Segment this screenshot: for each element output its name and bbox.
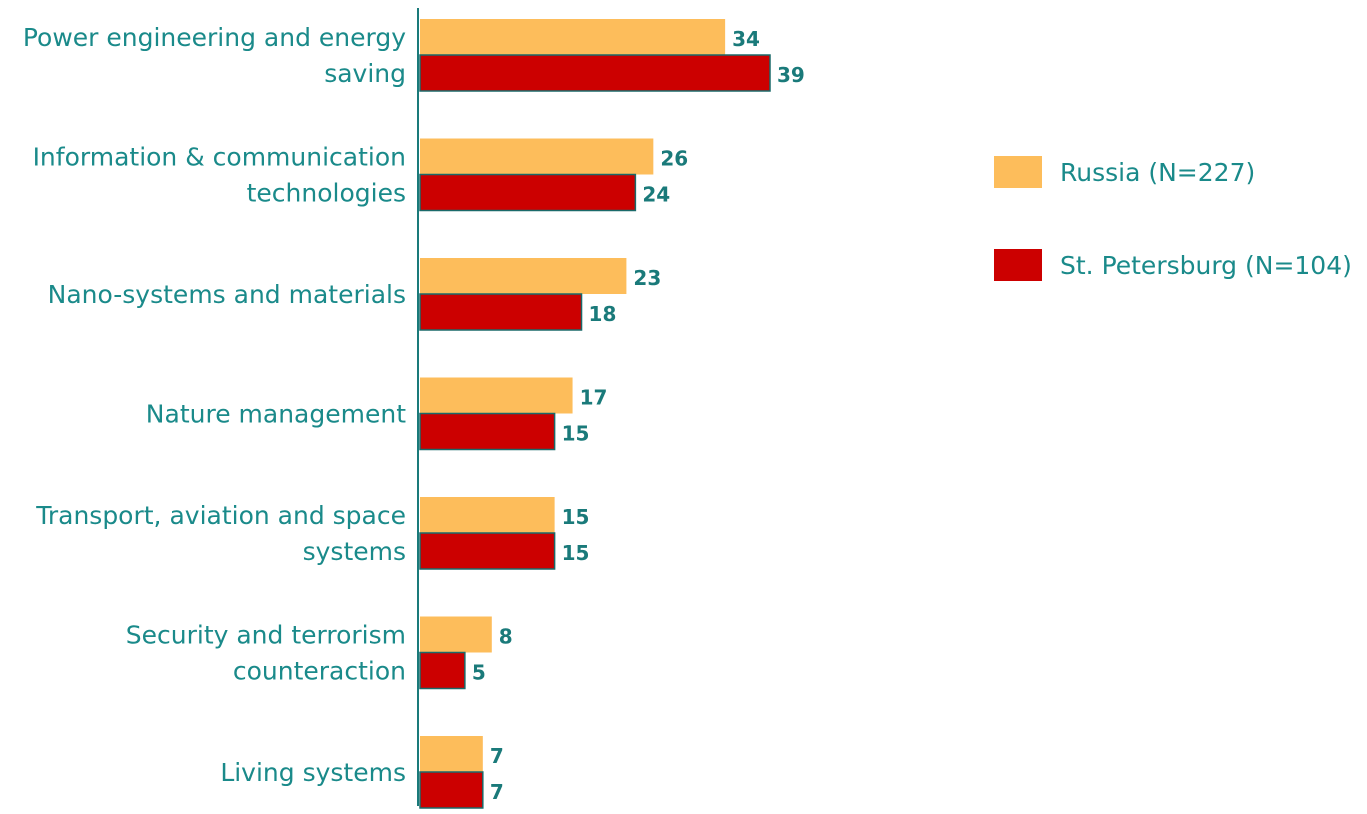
bar-russia bbox=[420, 258, 627, 294]
data-labels: 34 39 26 24 23 18 17 15 15 15 85 7 7 bbox=[472, 27, 805, 804]
legend-label-st-petersburg: St. Petersburg (N=104) bbox=[1060, 251, 1352, 280]
data-label: 34 bbox=[732, 27, 760, 51]
legend: Russia (N=227) St. Petersburg (N=104) bbox=[994, 156, 1352, 281]
bar-st-petersburg bbox=[419, 532, 556, 570]
bar-russia bbox=[420, 138, 654, 175]
category-label: Living systems bbox=[220, 758, 406, 787]
category-label: Transport, aviation and space systems bbox=[35, 501, 406, 566]
data-label: 5 bbox=[472, 661, 486, 685]
bar-st-petersburg bbox=[419, 651, 466, 690]
data-label: 15 bbox=[562, 422, 590, 446]
category-label: Nano-systems and materials bbox=[48, 280, 406, 309]
bar-russia bbox=[420, 616, 492, 653]
bar-st-petersburg bbox=[419, 771, 484, 809]
category-label: Security and terrorism counteraction bbox=[126, 621, 406, 686]
category-labels: Power engineering and energy saving Inform… bbox=[23, 23, 406, 787]
data-label: 15 bbox=[562, 505, 590, 529]
bar-st-petersburg bbox=[419, 173, 637, 212]
data-label: 8 bbox=[499, 625, 513, 649]
data-label: 17 bbox=[580, 386, 608, 410]
legend-label-russia: Russia (N=227) bbox=[1060, 158, 1255, 187]
category-label: Information & communication technologies bbox=[33, 143, 406, 208]
data-label: 18 bbox=[589, 302, 617, 326]
data-label: 23 bbox=[633, 266, 661, 290]
legend-swatch-st-petersburg bbox=[994, 249, 1042, 281]
bar-st-petersburg bbox=[419, 54, 771, 92]
bars bbox=[419, 19, 771, 809]
bar-russia bbox=[420, 377, 573, 414]
data-label: 24 bbox=[642, 183, 670, 207]
bar-russia bbox=[420, 497, 555, 533]
category-label: Nature management bbox=[146, 400, 406, 429]
legend-swatch-russia bbox=[994, 156, 1042, 188]
bar-st-petersburg bbox=[419, 293, 583, 331]
bar-st-petersburg bbox=[419, 412, 556, 451]
data-label: 26 bbox=[660, 147, 688, 171]
data-label: 39 bbox=[777, 63, 805, 87]
bar-russia bbox=[420, 736, 483, 772]
data-label: 7 bbox=[490, 744, 504, 768]
data-label: 15 bbox=[562, 541, 590, 565]
bar-russia bbox=[420, 19, 726, 55]
category-label: Power engineering and energy saving bbox=[23, 23, 406, 88]
data-label: 7 bbox=[490, 780, 504, 804]
